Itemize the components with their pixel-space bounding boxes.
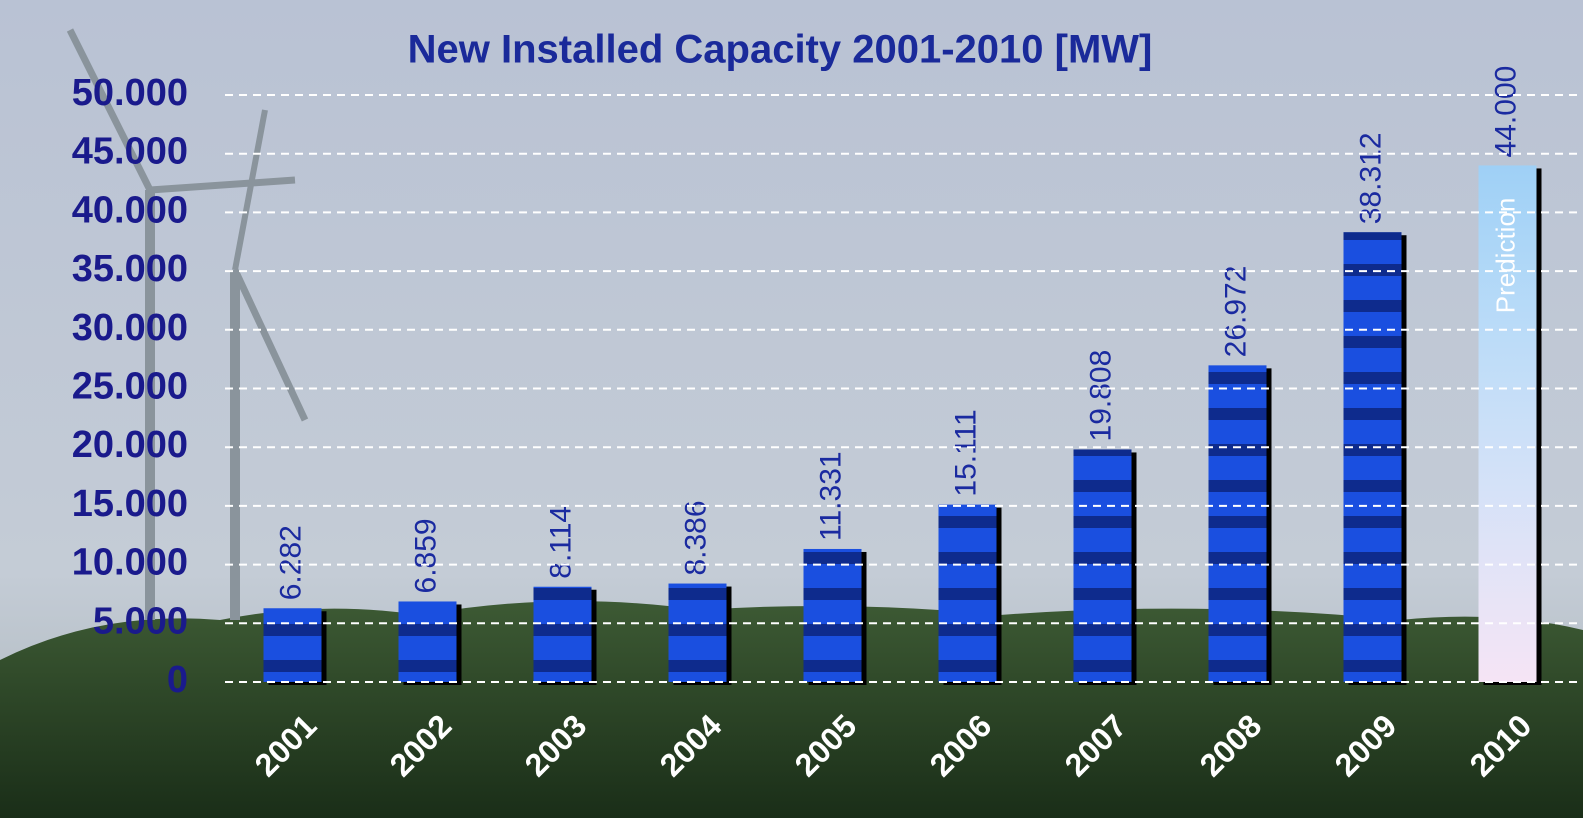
y-tick-label: 10.000 — [72, 542, 188, 584]
y-tick-label: 45.000 — [72, 131, 188, 173]
value-label: 15.111 — [949, 409, 982, 496]
chart-title: New Installed Capacity 2001-2010 [MW] — [408, 28, 1153, 72]
bar-stripes — [533, 586, 592, 682]
bar-stripes — [803, 548, 862, 682]
bar-fade — [1478, 165, 1537, 682]
value-label: 6.859 — [409, 518, 442, 593]
y-tick-label: 50.000 — [72, 72, 188, 114]
bar-stripes — [1208, 365, 1267, 682]
value-label: 6.282 — [274, 525, 307, 600]
turbines — [66, 28, 309, 620]
y-tick-label: 25.000 — [72, 366, 188, 408]
y-tick-label: 40.000 — [72, 189, 188, 231]
bar-stripes — [668, 583, 727, 682]
y-tick-label: 20.000 — [72, 424, 188, 466]
value-label: 38.312 — [1354, 132, 1387, 224]
y-tick-label: 35.000 — [72, 248, 188, 290]
y-tick-label: 0 — [167, 659, 188, 701]
bar-stripes — [1343, 232, 1402, 683]
value-label: 8.114 — [544, 506, 577, 579]
value-label: 44.000 — [1489, 66, 1522, 158]
value-label: 19.808 — [1084, 350, 1117, 442]
bar-stripes — [938, 504, 997, 682]
bar-stripes — [398, 601, 457, 682]
bar-stripes — [263, 608, 322, 682]
y-tick-label: 5.000 — [93, 600, 188, 642]
y-tick-label: 30.000 — [72, 307, 188, 349]
forest — [0, 601, 1583, 818]
value-label: 8.386 — [679, 500, 712, 575]
value-label: 26.972 — [1219, 266, 1252, 358]
bar-stripes — [1073, 449, 1132, 682]
y-tick-label: 15.000 — [72, 483, 188, 525]
value-label: 11.331 — [814, 451, 847, 541]
annotation: Prediction — [1490, 198, 1520, 314]
